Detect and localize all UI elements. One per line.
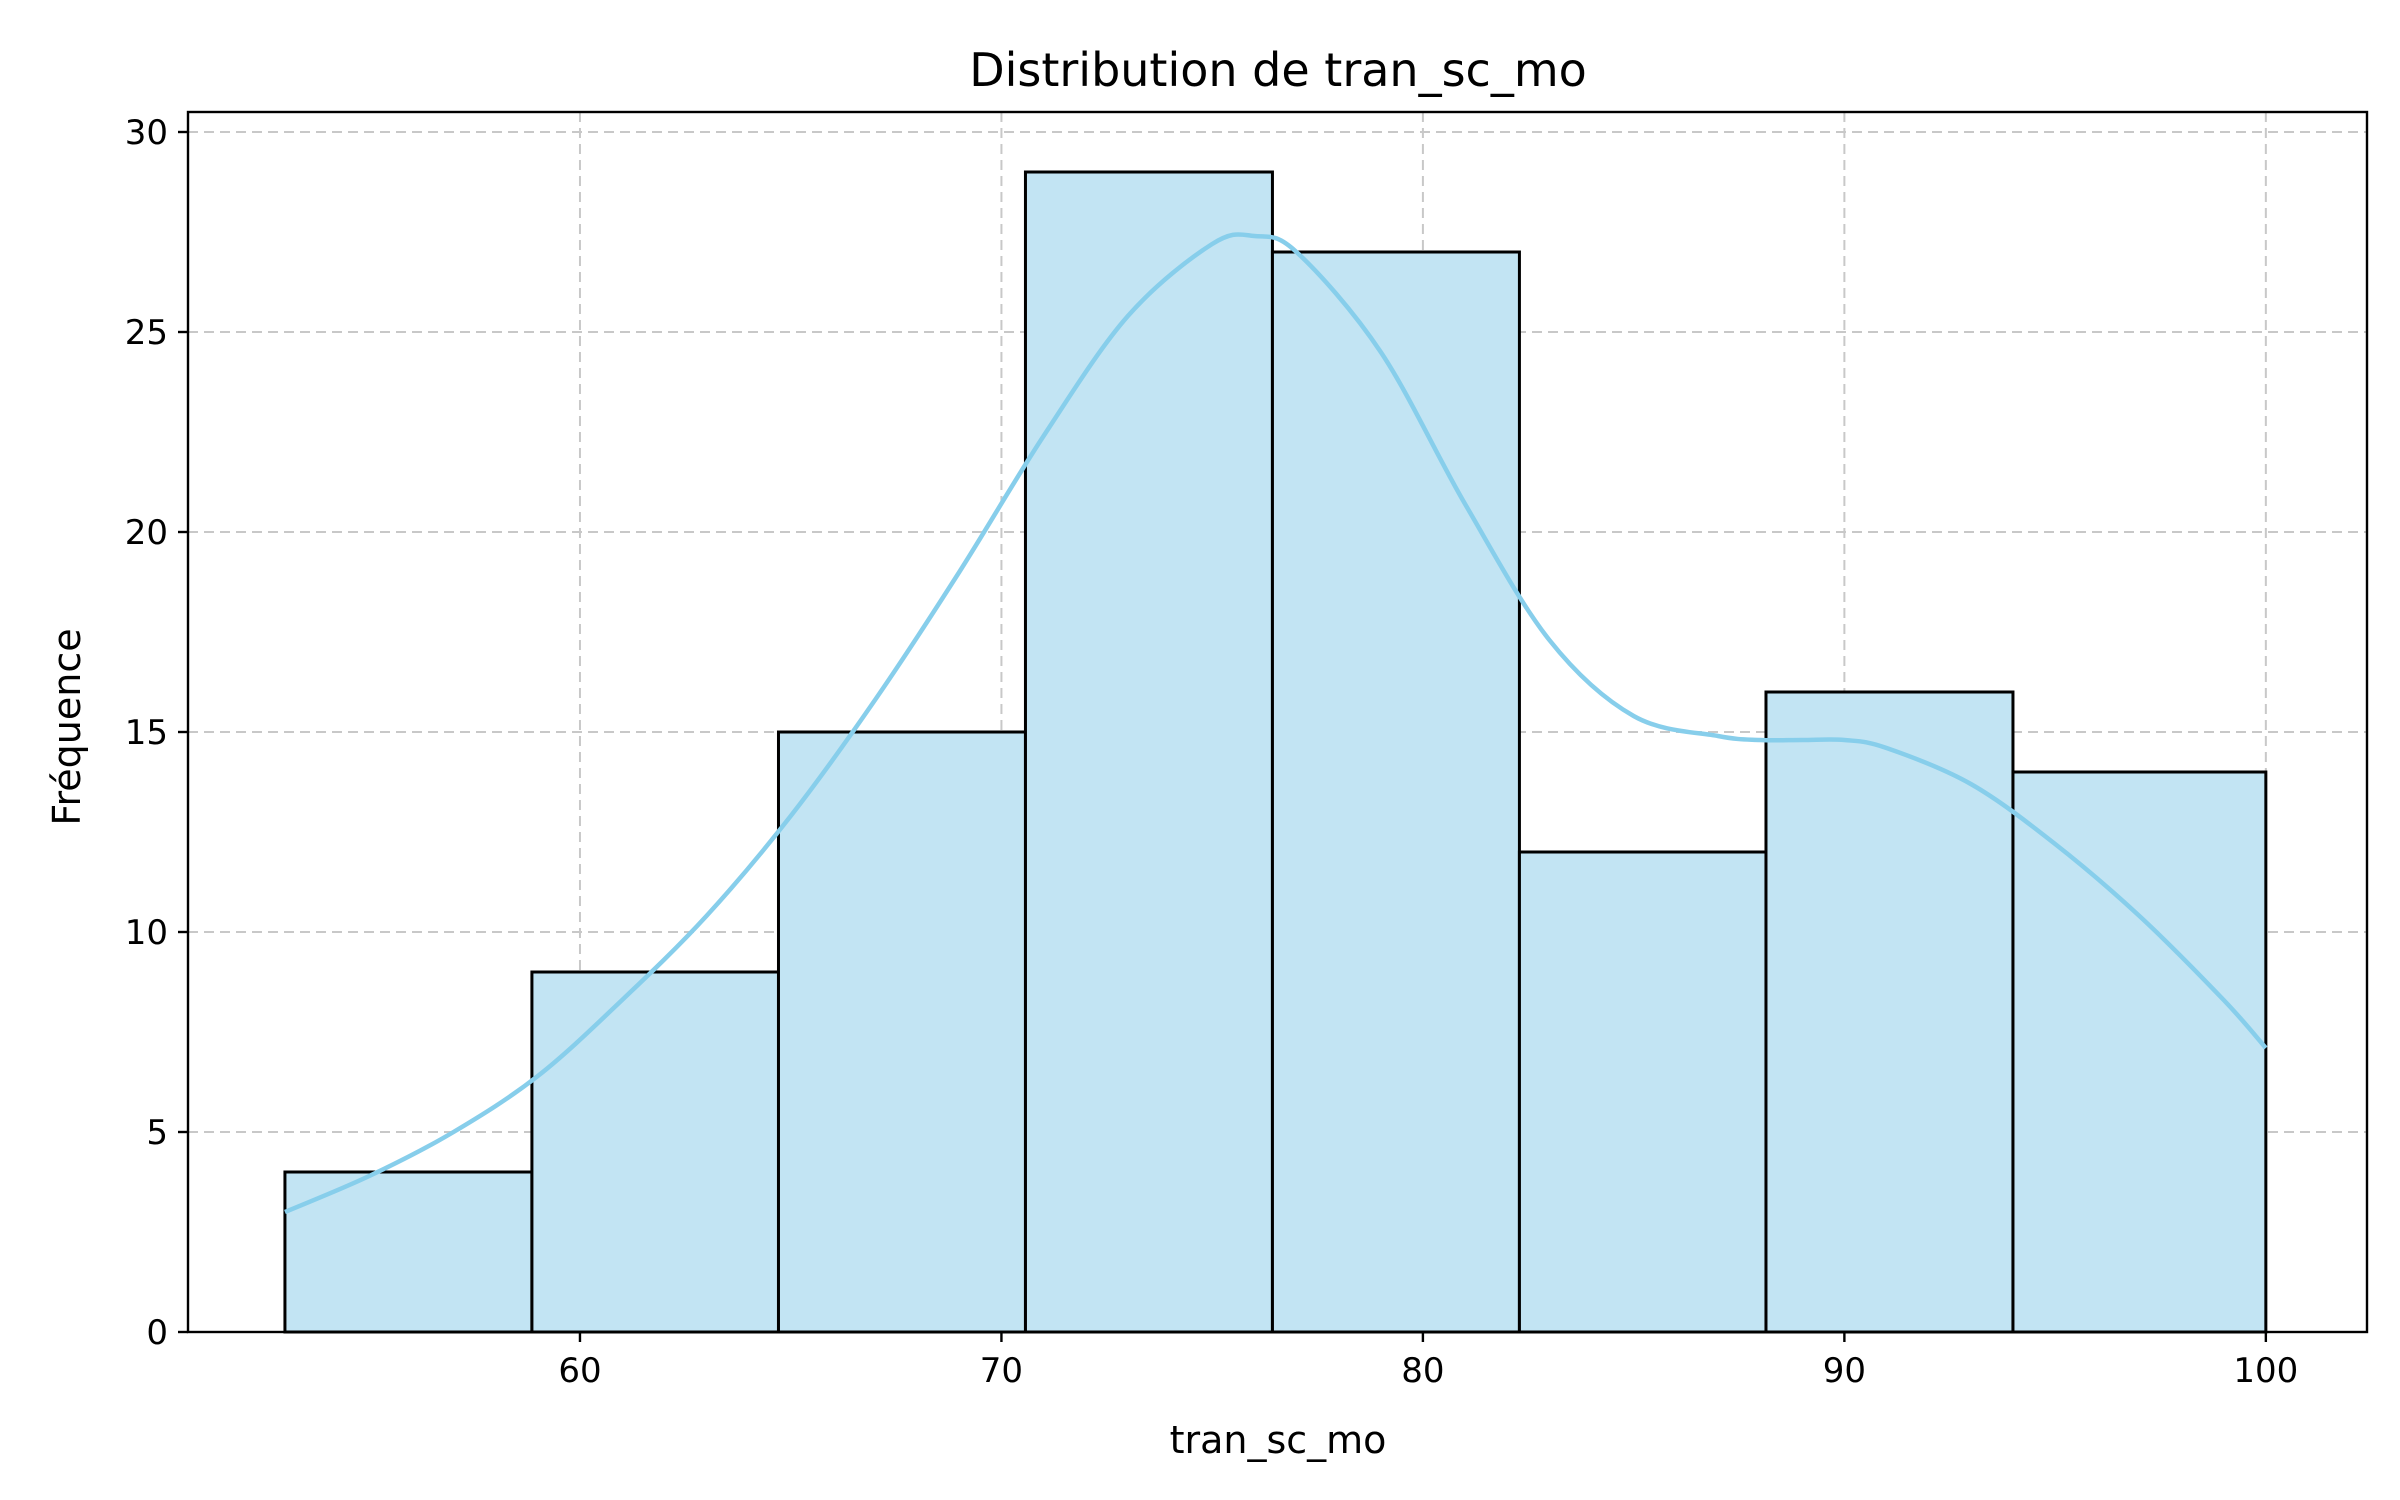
histogram-bar bbox=[1023, 170, 1274, 1334]
histogram-bar bbox=[776, 730, 1027, 1334]
histogram-bar bbox=[1517, 850, 1768, 1334]
y-tick-label: 15 bbox=[125, 713, 168, 753]
kde-curve bbox=[284, 232, 2268, 1215]
y-tick-label: 30 bbox=[125, 113, 168, 153]
histogram-bars bbox=[283, 170, 2268, 1334]
y-axis-ticks: 0 5 10 15 20 25 30 bbox=[125, 113, 188, 1353]
x-tick-label: 80 bbox=[1401, 1351, 1444, 1391]
y-tick-label: 5 bbox=[146, 1113, 168, 1153]
plot-frame bbox=[186, 110, 2369, 1334]
histogram-bar bbox=[283, 1170, 534, 1334]
histogram-bar bbox=[1764, 690, 2015, 1334]
histogram-bar bbox=[530, 970, 780, 1334]
kde-curve-group bbox=[284, 232, 2268, 1215]
x-tick-label: 60 bbox=[558, 1351, 601, 1391]
y-tick-label: 10 bbox=[125, 913, 168, 953]
x-tick-label: 100 bbox=[2233, 1351, 2298, 1391]
histogram-bar bbox=[1270, 250, 1521, 1334]
y-tick-label: 20 bbox=[125, 513, 168, 553]
histogram-bar bbox=[2011, 770, 2268, 1334]
x-tick-label: 90 bbox=[1823, 1351, 1866, 1391]
y-axis-title: Fréquence bbox=[45, 628, 89, 825]
y-tick-label: 0 bbox=[146, 1313, 168, 1353]
y-tick-label: 25 bbox=[125, 313, 168, 353]
x-axis-ticks: 60 70 80 90 100 bbox=[558, 1332, 2298, 1391]
x-tick-label: 70 bbox=[980, 1351, 1023, 1391]
x-axis-title: tran_sc_mo bbox=[1170, 1418, 1387, 1462]
chart-title: Distribution de tran_sc_mo bbox=[969, 43, 1587, 97]
